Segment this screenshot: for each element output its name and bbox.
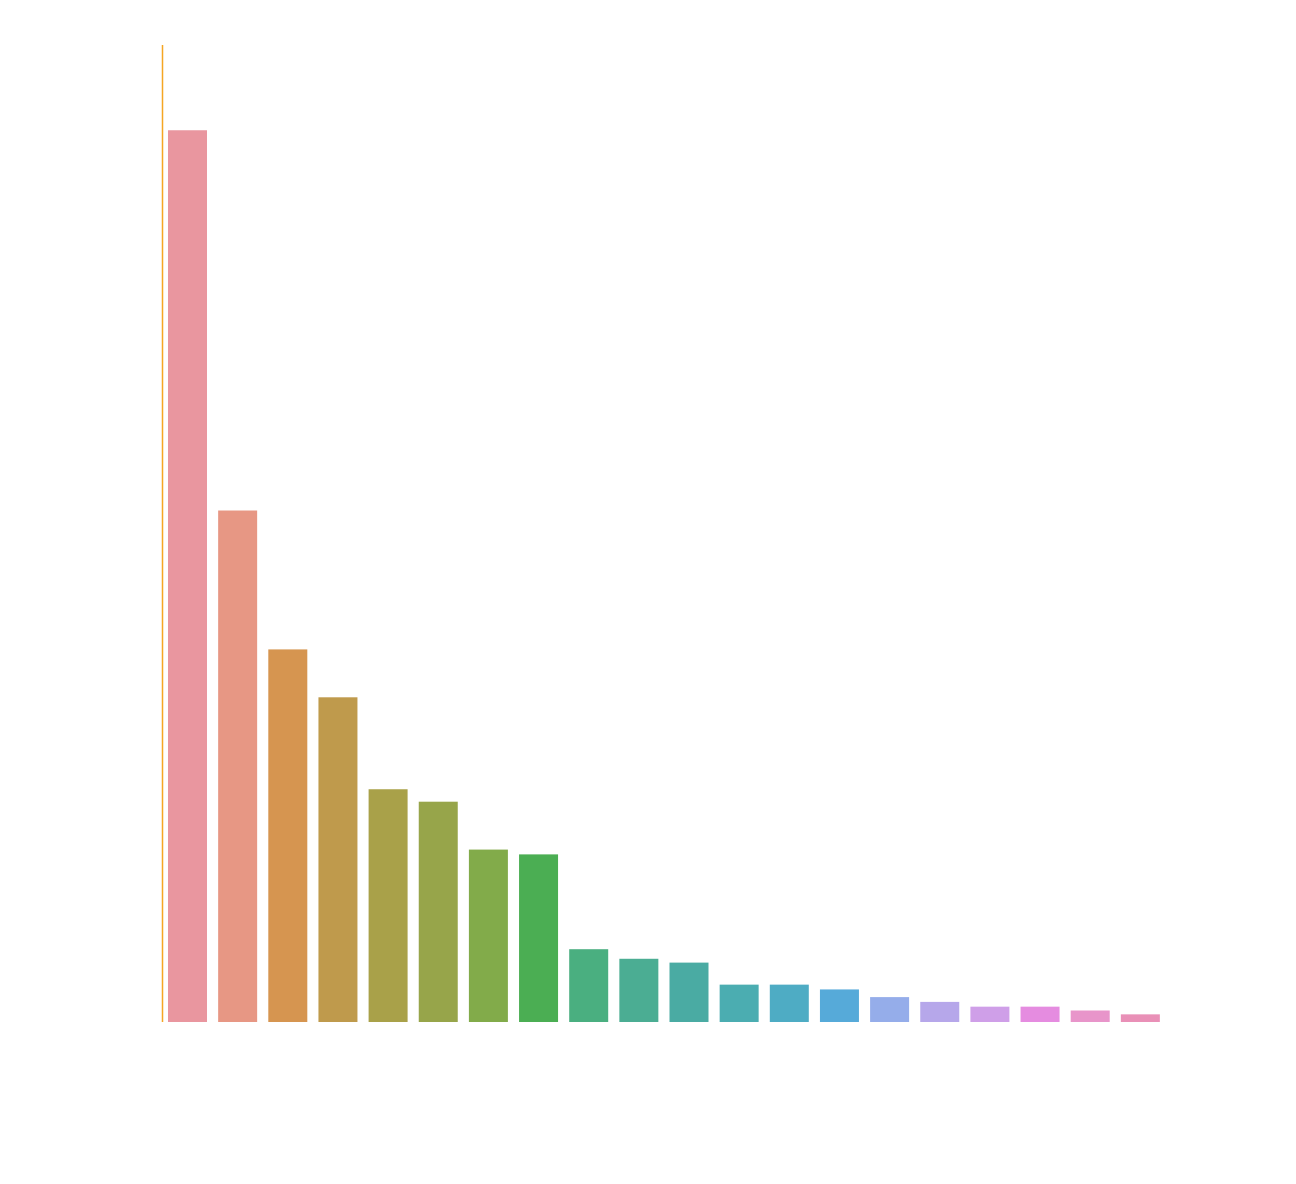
bar-6	[418, 801, 458, 1022]
bar-2	[218, 510, 258, 1022]
bar-4	[318, 697, 358, 1022]
bar-12	[719, 984, 759, 1022]
bar-16	[920, 1001, 960, 1022]
bar-11	[669, 962, 709, 1022]
bar-19	[1070, 1010, 1110, 1022]
bar-8	[519, 854, 559, 1022]
bar-20	[1120, 1014, 1160, 1022]
bar-10	[619, 958, 659, 1022]
bar-18	[1020, 1006, 1060, 1022]
bar-3	[268, 649, 308, 1022]
bar-13	[769, 984, 809, 1022]
bar-7	[468, 849, 508, 1022]
bar-15	[870, 997, 910, 1022]
bar-1	[168, 130, 207, 1022]
bar-17	[970, 1006, 1010, 1022]
bar-9	[569, 949, 609, 1022]
bars-group	[168, 130, 1160, 1022]
bar-14	[819, 989, 859, 1022]
bar-5	[368, 789, 408, 1022]
